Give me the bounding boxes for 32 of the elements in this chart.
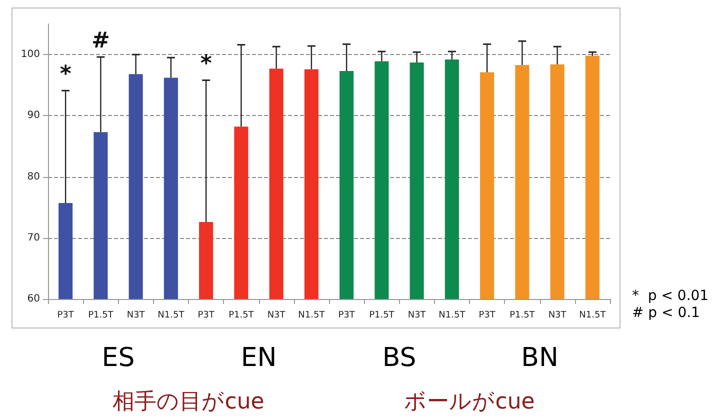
text: 相手の目がcue [112, 390, 264, 414]
x-tick-label: N3T [408, 310, 426, 320]
x-tick-label: P3T [57, 310, 74, 320]
text: EN [240, 343, 277, 373]
y-tick-label: 90 [27, 110, 40, 122]
text: BN [521, 343, 558, 373]
x-tick-label: P1.5T [228, 310, 254, 320]
text: BS [382, 343, 416, 373]
x-tick-label: P3T [338, 310, 356, 320]
y-tick-label: 100 [20, 49, 40, 60]
annotation: # [91, 28, 110, 54]
x-tick-label: N3T [548, 310, 567, 320]
text: # p < 0.1 [632, 305, 700, 321]
y-tick-label: 70 [27, 232, 40, 244]
annotation: * [200, 52, 212, 77]
x-tick-label: P1.5T [369, 310, 395, 320]
x-tick-label: P3T [478, 310, 496, 320]
x-tick-label: N1.5T [158, 310, 185, 320]
annotation: * [60, 62, 72, 88]
text: ボールがcue [404, 390, 535, 414]
x-tick-label: P1.5T [510, 310, 536, 320]
x-tick-label: P1.5T [88, 310, 114, 320]
y-tick-label: 60 [27, 294, 40, 304]
x-tick-label: P3T [198, 310, 215, 320]
x-tick-label: N3T [126, 310, 146, 320]
y-tick-label: 80 [27, 171, 40, 182]
x-tick-label: N1.5T [438, 310, 466, 320]
x-tick-label: N3T [267, 310, 286, 320]
x-tick-label: N1.5T [298, 310, 326, 320]
x-tick-label: N1.5T [579, 310, 606, 320]
text: ES [102, 343, 135, 373]
text: * p < 0.01 [632, 288, 709, 304]
